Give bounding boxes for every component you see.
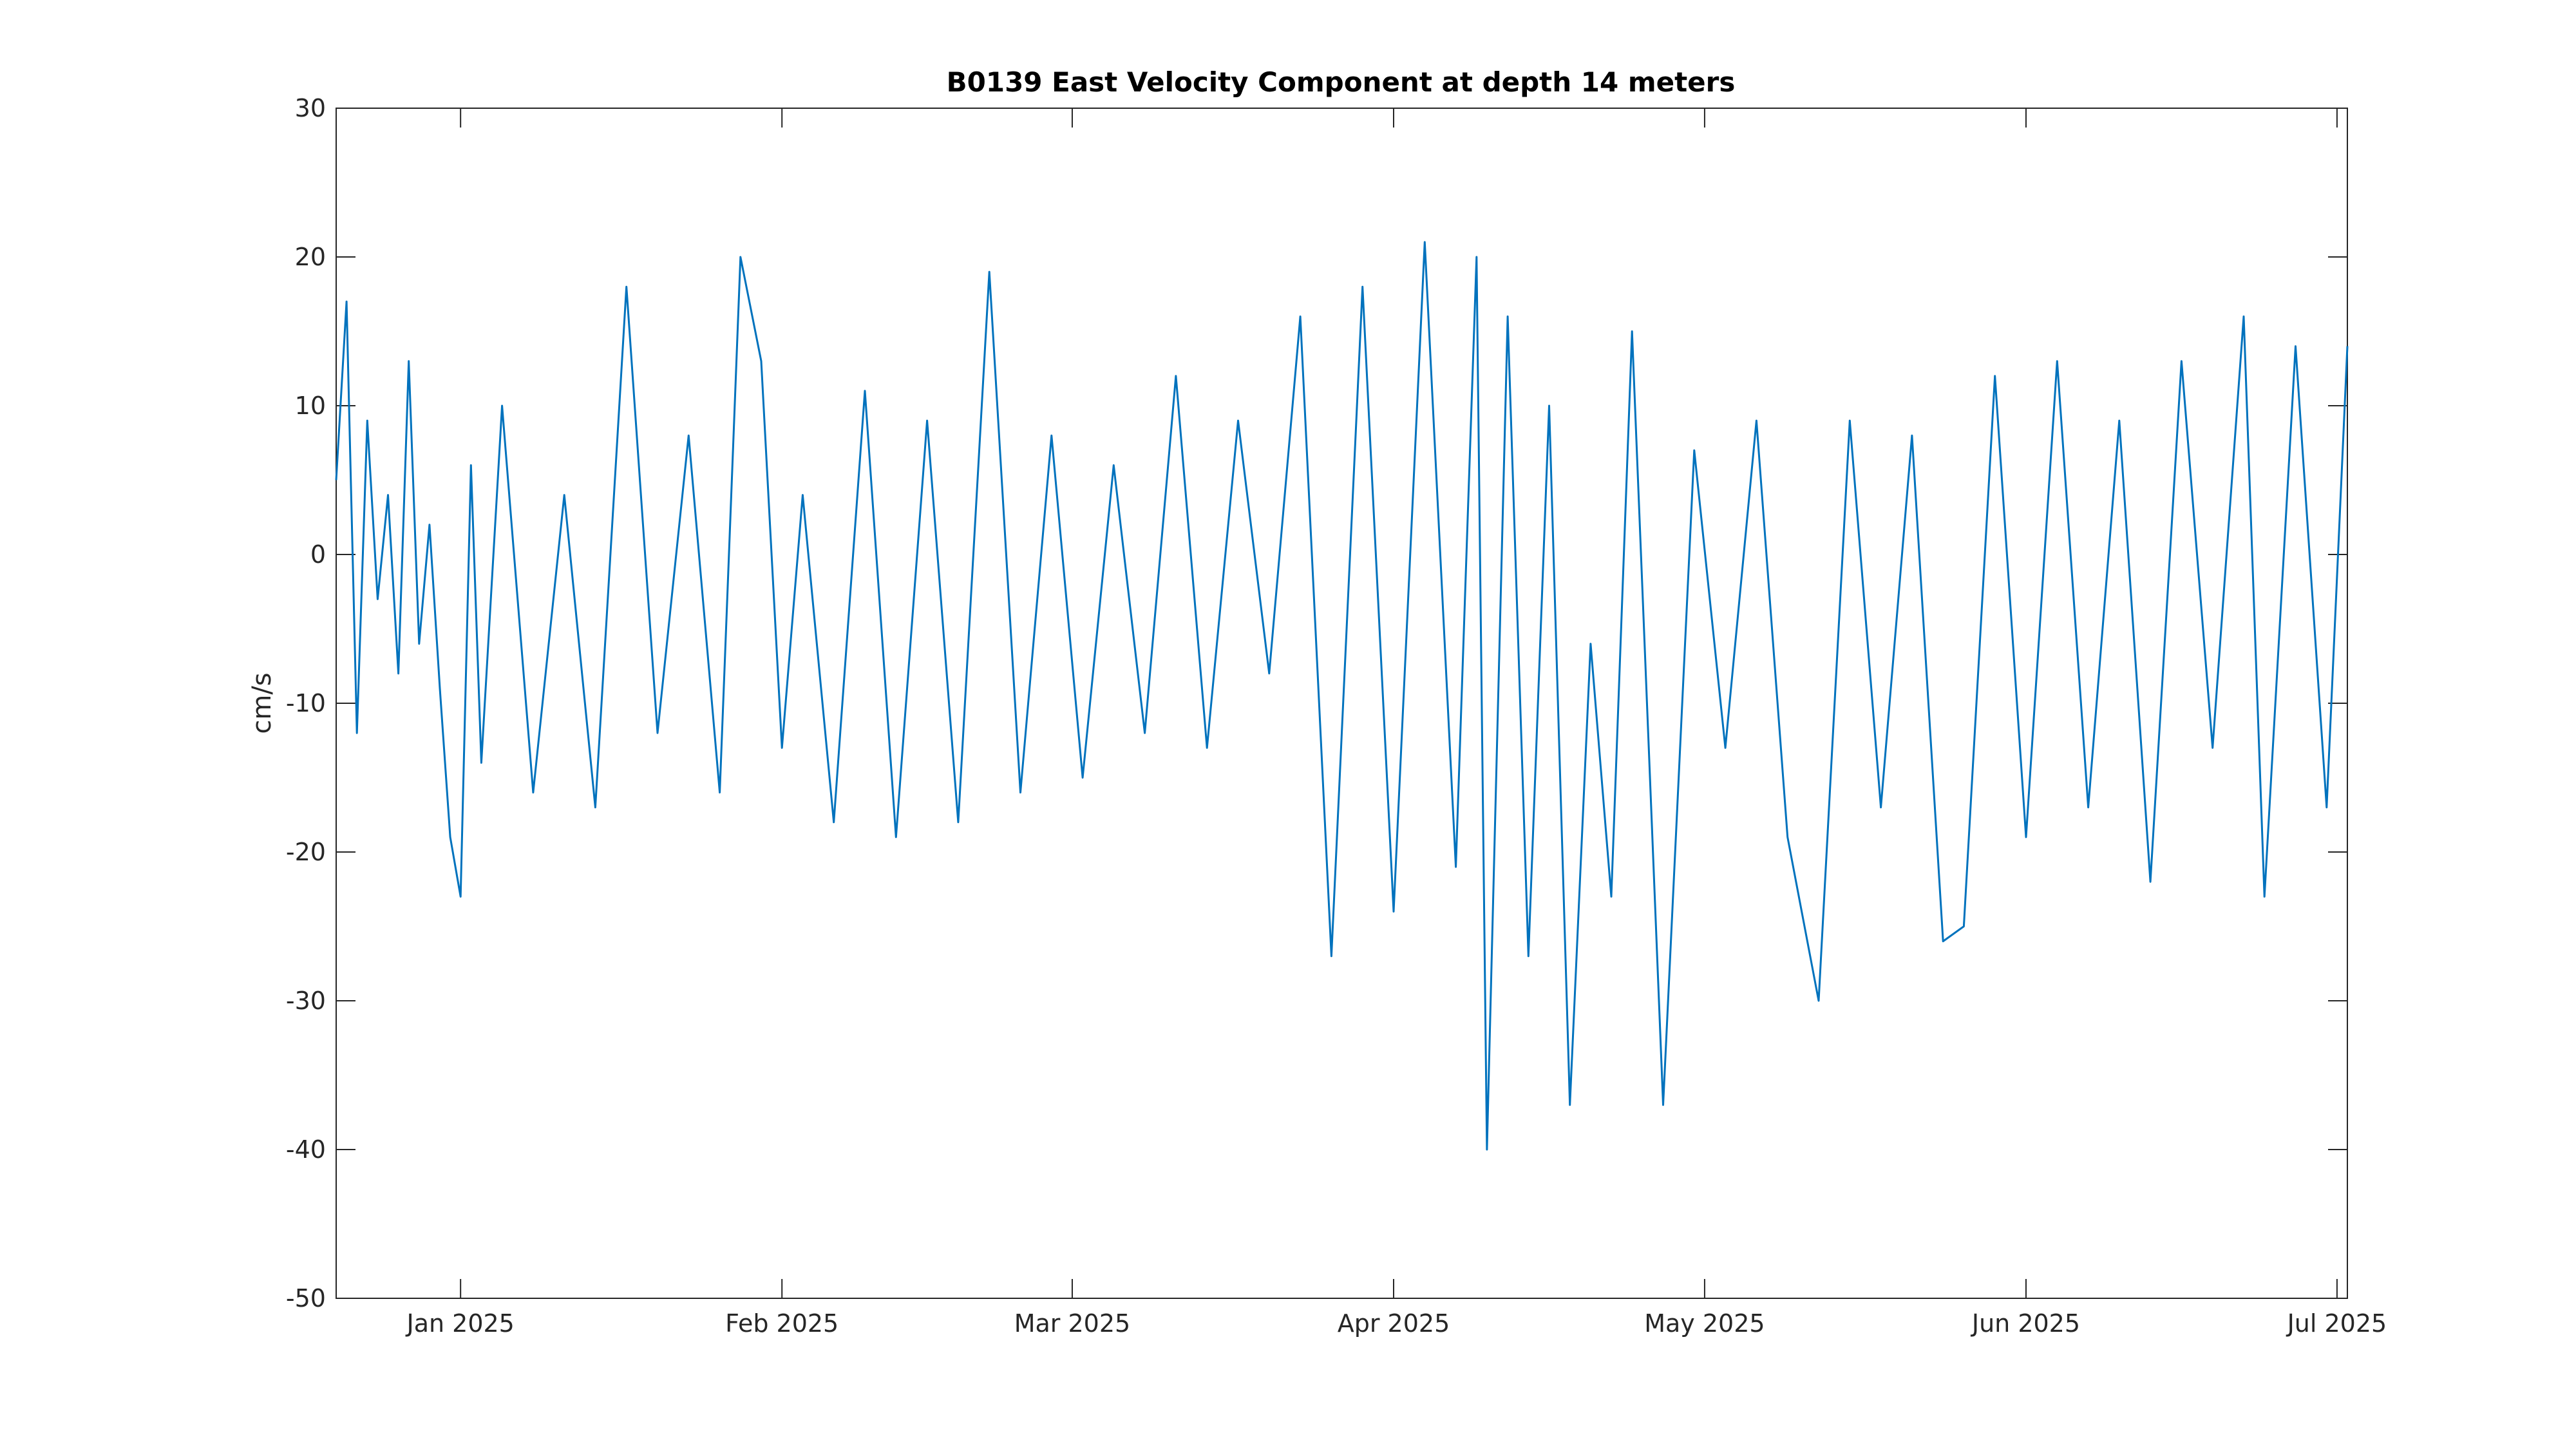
x-tick-label: Mar 2025 <box>1014 1309 1130 1338</box>
chart-title: B0139 East Velocity Component at depth 1… <box>947 66 1736 98</box>
y-tick-label: -20 <box>286 838 326 866</box>
y-tick-label: -30 <box>286 987 326 1015</box>
x-tick-label: Feb 2025 <box>725 1309 838 1338</box>
y-axis-label: cm/s <box>247 672 277 734</box>
x-tick-label: Jan 2025 <box>405 1309 514 1338</box>
plot-area: -50 -40 -30 -20 -10 0 10 20 30 Jan 2025 Feb 2025 Ma… <box>286 94 2387 1338</box>
x-tick-label: Jun 2025 <box>1971 1309 2080 1338</box>
y-tick-label: -10 <box>286 689 326 717</box>
y-tick-label: 30 <box>295 94 326 122</box>
x-tick-label: May 2025 <box>1644 1309 1765 1338</box>
velocity-series-line <box>335 241 2349 1151</box>
y-tick-label: 0 <box>310 540 326 569</box>
y-tick-label: 20 <box>295 243 326 271</box>
y-tick-label: 10 <box>295 392 326 420</box>
y-tick-label: -50 <box>286 1284 326 1312</box>
y-tick-label: -40 <box>286 1135 326 1164</box>
x-tick-label: Apr 2025 <box>1338 1309 1450 1338</box>
x-tick-label: Jul 2025 <box>2286 1309 2387 1338</box>
